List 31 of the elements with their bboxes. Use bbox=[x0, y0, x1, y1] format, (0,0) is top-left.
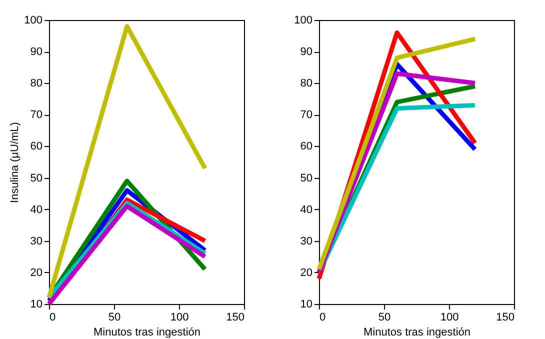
x-tick-label: 0 bbox=[320, 312, 326, 324]
x-tick-label: 0 bbox=[50, 312, 56, 324]
y-tick-label: 100 bbox=[294, 14, 312, 26]
y-tick-label: 50 bbox=[30, 172, 42, 184]
y-tick-label: 70 bbox=[300, 109, 312, 122]
y-tick-label: 20 bbox=[300, 266, 312, 279]
y-tick-label: 80 bbox=[300, 78, 312, 90]
x-axis-title: Minutos tras ingestión bbox=[364, 326, 470, 338]
x-tick-label: 150 bbox=[226, 312, 244, 324]
y-axis-title: Insulina (μU/mL) bbox=[9, 122, 22, 203]
y-tick-label: 60 bbox=[300, 140, 312, 153]
y-tick-label: 30 bbox=[300, 235, 312, 248]
x-tick-label: 100 bbox=[170, 312, 189, 324]
y-tick-label: 100 bbox=[24, 14, 42, 26]
x-tick-label: 50 bbox=[108, 312, 121, 324]
y-tick-label: 30 bbox=[30, 235, 42, 248]
y-tick-label: 10 bbox=[30, 298, 42, 310]
y-tick-label: 80 bbox=[30, 78, 42, 90]
y-tick-label: 20 bbox=[30, 266, 42, 279]
x-tick-label: 50 bbox=[378, 312, 391, 324]
y-tick-label: 40 bbox=[300, 204, 312, 216]
x-tick-label: 100 bbox=[440, 312, 459, 324]
y-tick-label: 50 bbox=[300, 172, 312, 184]
y-tick-label: 90 bbox=[300, 46, 312, 58]
y-tick-label: 70 bbox=[30, 109, 42, 122]
y-tick-label: 10 bbox=[300, 298, 312, 310]
y-tick-label: 40 bbox=[30, 204, 42, 216]
x-axis-title: Minutos tras ingestión bbox=[94, 326, 200, 338]
y-tick-label: 90 bbox=[30, 46, 42, 58]
x-tick-label: 150 bbox=[496, 312, 514, 324]
y-tick-label: 60 bbox=[30, 140, 42, 153]
